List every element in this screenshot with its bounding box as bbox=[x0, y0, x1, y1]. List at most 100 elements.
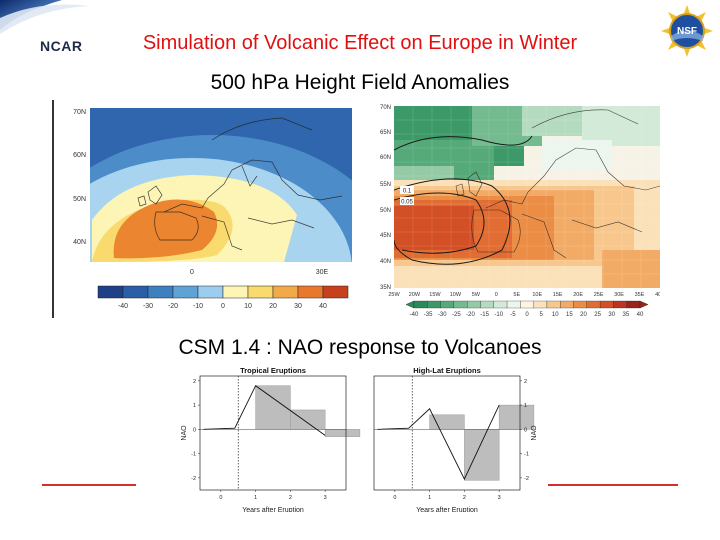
right-map-coastlines bbox=[455, 109, 660, 259]
right-colorbar-label: 5 bbox=[539, 312, 543, 318]
nao-ytick-label: 1 bbox=[193, 403, 196, 409]
right-map-lat-label: 65N bbox=[380, 130, 391, 136]
left-colorbar-swatch bbox=[222, 285, 249, 299]
nsf-seal-logo: NSF bbox=[661, 5, 713, 57]
nao-ytick-label: -1 bbox=[524, 452, 529, 458]
right-colorbar-label: 0 bbox=[525, 312, 529, 318]
nsf-logo-text: NSF bbox=[677, 26, 697, 37]
left-colorbar-label: -40 bbox=[118, 303, 128, 310]
left-map-lat-label: 50N bbox=[73, 196, 86, 203]
nao-bar bbox=[255, 385, 291, 430]
nao-chart-frame bbox=[373, 375, 521, 491]
left-map-coastlines bbox=[137, 117, 343, 251]
right-colorbar-swatch bbox=[533, 300, 548, 309]
section-title-nao-response: CSM 1.4 : NAO response to Volcanoes bbox=[178, 336, 542, 359]
right-colorbar-swatch bbox=[573, 300, 587, 309]
right-colorbar-swatch bbox=[453, 300, 468, 309]
nao-response-charts: Tropical Eruptions -2 -1 0 1 2 0 1 2 3 NAO Years af… bbox=[181, 366, 538, 512]
left-colorbar-label: 40 bbox=[319, 303, 327, 310]
nao-ylabel: NAO bbox=[181, 425, 188, 441]
right-colorbar-label: -30 bbox=[438, 312, 447, 318]
nao-xtick-label: 3 bbox=[498, 495, 501, 501]
height-anomaly-map-left: 70N 60N 50N 40N 0 30E -40 -30 -20 -10 0 10 20 3… bbox=[52, 100, 352, 318]
left-map-fill bbox=[90, 108, 352, 262]
right-map-lat-label: 45N bbox=[380, 233, 391, 239]
left-colorbar-swatch bbox=[247, 285, 274, 299]
nao-xtick-label: 1 bbox=[254, 495, 257, 501]
right-colorbar-swatch bbox=[613, 300, 627, 309]
nao-response-line bbox=[377, 404, 500, 481]
right-colorbar-label: -15 bbox=[480, 312, 489, 318]
left-map-lat-label: 40N bbox=[73, 239, 86, 246]
left-map-lon-label: 0 bbox=[190, 269, 194, 276]
nao-ytick-label: 2 bbox=[193, 379, 196, 385]
divider-left bbox=[42, 484, 136, 486]
nao-bar bbox=[429, 414, 465, 430]
left-map-border bbox=[52, 100, 54, 318]
nao-xtick-label: 0 bbox=[393, 495, 396, 501]
right-map-lon-label: 20W bbox=[409, 292, 421, 298]
left-colorbar-swatch bbox=[172, 285, 199, 299]
right-colorbar-label: -25 bbox=[452, 312, 461, 318]
nao-xtick-label: 3 bbox=[324, 495, 327, 501]
left-map-lat-label: 60N bbox=[73, 152, 86, 159]
nao-xlabel: Years after Eruption bbox=[242, 507, 304, 512]
right-colorbar-label: -35 bbox=[424, 312, 433, 318]
right-map-lon-axis: 25W 20W 15W 10W 5W 0 5E 10E 15E 20E 25E 30E 35E 40E bbox=[388, 292, 660, 298]
right-map-lon-label: 40E bbox=[655, 292, 660, 298]
right-map-lon-label: 15W bbox=[429, 292, 441, 298]
left-map-lon-label: 30E bbox=[316, 269, 329, 276]
nao-ytick-label: 1 bbox=[524, 403, 527, 409]
nao-chart-frame bbox=[199, 375, 347, 491]
left-colorbar-label: 0 bbox=[221, 303, 225, 310]
right-map-lon-label: 25W bbox=[388, 292, 400, 298]
right-colorbar-swatch bbox=[480, 300, 494, 309]
right-colorbar-swatch bbox=[560, 300, 574, 309]
left-colorbar-label: 20 bbox=[269, 303, 277, 310]
left-colorbar-label: 30 bbox=[294, 303, 302, 310]
right-colorbar-label: 10 bbox=[552, 312, 559, 318]
nao-xtick-label: 2 bbox=[289, 495, 292, 501]
right-map-contour-label: 0.1 bbox=[403, 189, 412, 195]
ncar-logo-swoosh bbox=[0, 0, 90, 34]
right-colorbar-swatch bbox=[427, 300, 441, 309]
left-colorbar-swatch bbox=[272, 285, 299, 299]
divider-right bbox=[548, 484, 678, 486]
left-colorbar-swatch bbox=[322, 285, 349, 299]
right-colorbar-swatch bbox=[493, 300, 508, 309]
left-colorbar-swatch bbox=[197, 285, 224, 299]
right-colorbar-label: -10 bbox=[494, 312, 503, 318]
left-colorbar-label: 10 bbox=[244, 303, 252, 310]
right-colorbar-swatch bbox=[440, 300, 455, 309]
nao-ytick-label: -2 bbox=[191, 476, 196, 482]
right-colorbar-swatch bbox=[506, 300, 521, 309]
right-map-lon-label: 0 bbox=[495, 292, 498, 298]
nao-chart-title: Tropical Eruptions bbox=[240, 366, 306, 375]
nao-bar bbox=[464, 429, 500, 481]
right-map-lat-label: 50N bbox=[380, 208, 391, 214]
right-colorbar-label: 20 bbox=[580, 312, 587, 318]
right-colorbar-label: -5 bbox=[510, 312, 516, 318]
right-colorbar-swatch bbox=[520, 300, 534, 309]
right-map-fill bbox=[394, 106, 660, 288]
right-colorbar-swatch bbox=[413, 300, 428, 309]
right-colorbar-swatch bbox=[467, 300, 481, 309]
nao-response-line bbox=[203, 385, 326, 436]
nao-chart-title: High-Lat Eruptions bbox=[413, 366, 481, 375]
right-map-lon-label: 5E bbox=[513, 292, 520, 298]
right-map-lat-label: 35N bbox=[380, 285, 391, 291]
nao-ytick-label: 2 bbox=[524, 379, 527, 385]
nao-bar bbox=[498, 404, 535, 430]
left-colorbar-swatch bbox=[97, 285, 124, 299]
right-colorbar-label: 30 bbox=[608, 312, 615, 318]
ncar-logo-text: NCAR bbox=[40, 38, 83, 54]
height-anomaly-map-right: 0.1 0.05 70N 65N 60N 55N 50N 45N 40N 35N… bbox=[380, 105, 660, 318]
right-map-lon-label: 15E bbox=[553, 292, 563, 298]
left-colorbar-swatch bbox=[147, 285, 174, 299]
section-title-height-anomalies: 500 hPa Height Field Anomalies bbox=[210, 71, 510, 94]
right-colorbar-label: 25 bbox=[594, 312, 601, 318]
right-map-lon-label: 5W bbox=[472, 292, 481, 298]
nao-xlabel: Years after Eruption bbox=[416, 507, 478, 512]
right-map-lat-label: 60N bbox=[380, 155, 391, 161]
left-colorbar-label: -30 bbox=[143, 303, 153, 310]
